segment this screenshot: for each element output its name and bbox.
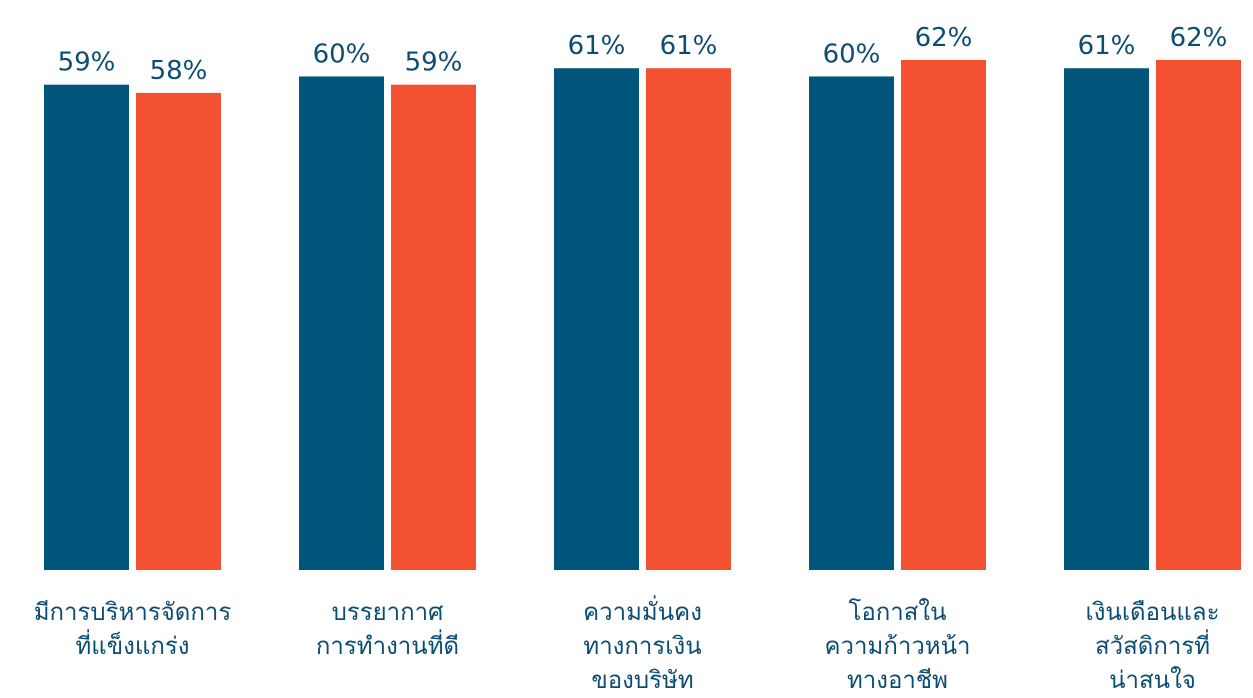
data-label: 61% — [660, 31, 718, 61]
data-label: 62% — [915, 23, 973, 53]
category-label: ที่แข็งแกร่ง — [75, 629, 189, 660]
category-label: น่าสนใจ — [1109, 666, 1196, 694]
category-label: ความมั่นคง — [583, 595, 702, 626]
data-label: 59% — [58, 48, 116, 78]
bar — [136, 92, 221, 570]
bar — [809, 76, 894, 571]
category-label: สวัสดิการที่ — [1095, 629, 1210, 660]
category-label: ทางการเงิน — [583, 632, 701, 660]
category-label: เงินเดือนและ — [1085, 598, 1219, 626]
bar — [44, 84, 129, 570]
bar — [901, 60, 986, 570]
category-label: มีการบริหารจัดการ — [34, 598, 232, 626]
data-label: 61% — [568, 31, 626, 61]
bar — [1156, 60, 1241, 570]
bar — [554, 68, 639, 571]
bar — [1064, 68, 1149, 571]
data-label: 60% — [313, 39, 371, 69]
bar — [299, 76, 384, 571]
data-label: 59% — [405, 48, 463, 78]
category-label: โอกาสใน — [848, 598, 946, 626]
data-label: 58% — [150, 56, 208, 86]
category-label: การทำงานที่ดี — [316, 629, 459, 660]
data-label: 62% — [1170, 23, 1228, 53]
category-label: ความก้าวหน้า — [824, 632, 970, 660]
data-label: 61% — [1078, 31, 1136, 61]
bar — [391, 84, 476, 570]
category-label: ของบริษัท — [591, 666, 693, 694]
category-label: บรรยากาศ — [332, 598, 444, 626]
category-label: ทางอาชีพ — [847, 666, 948, 694]
bar — [646, 68, 731, 571]
data-label: 60% — [823, 39, 881, 69]
